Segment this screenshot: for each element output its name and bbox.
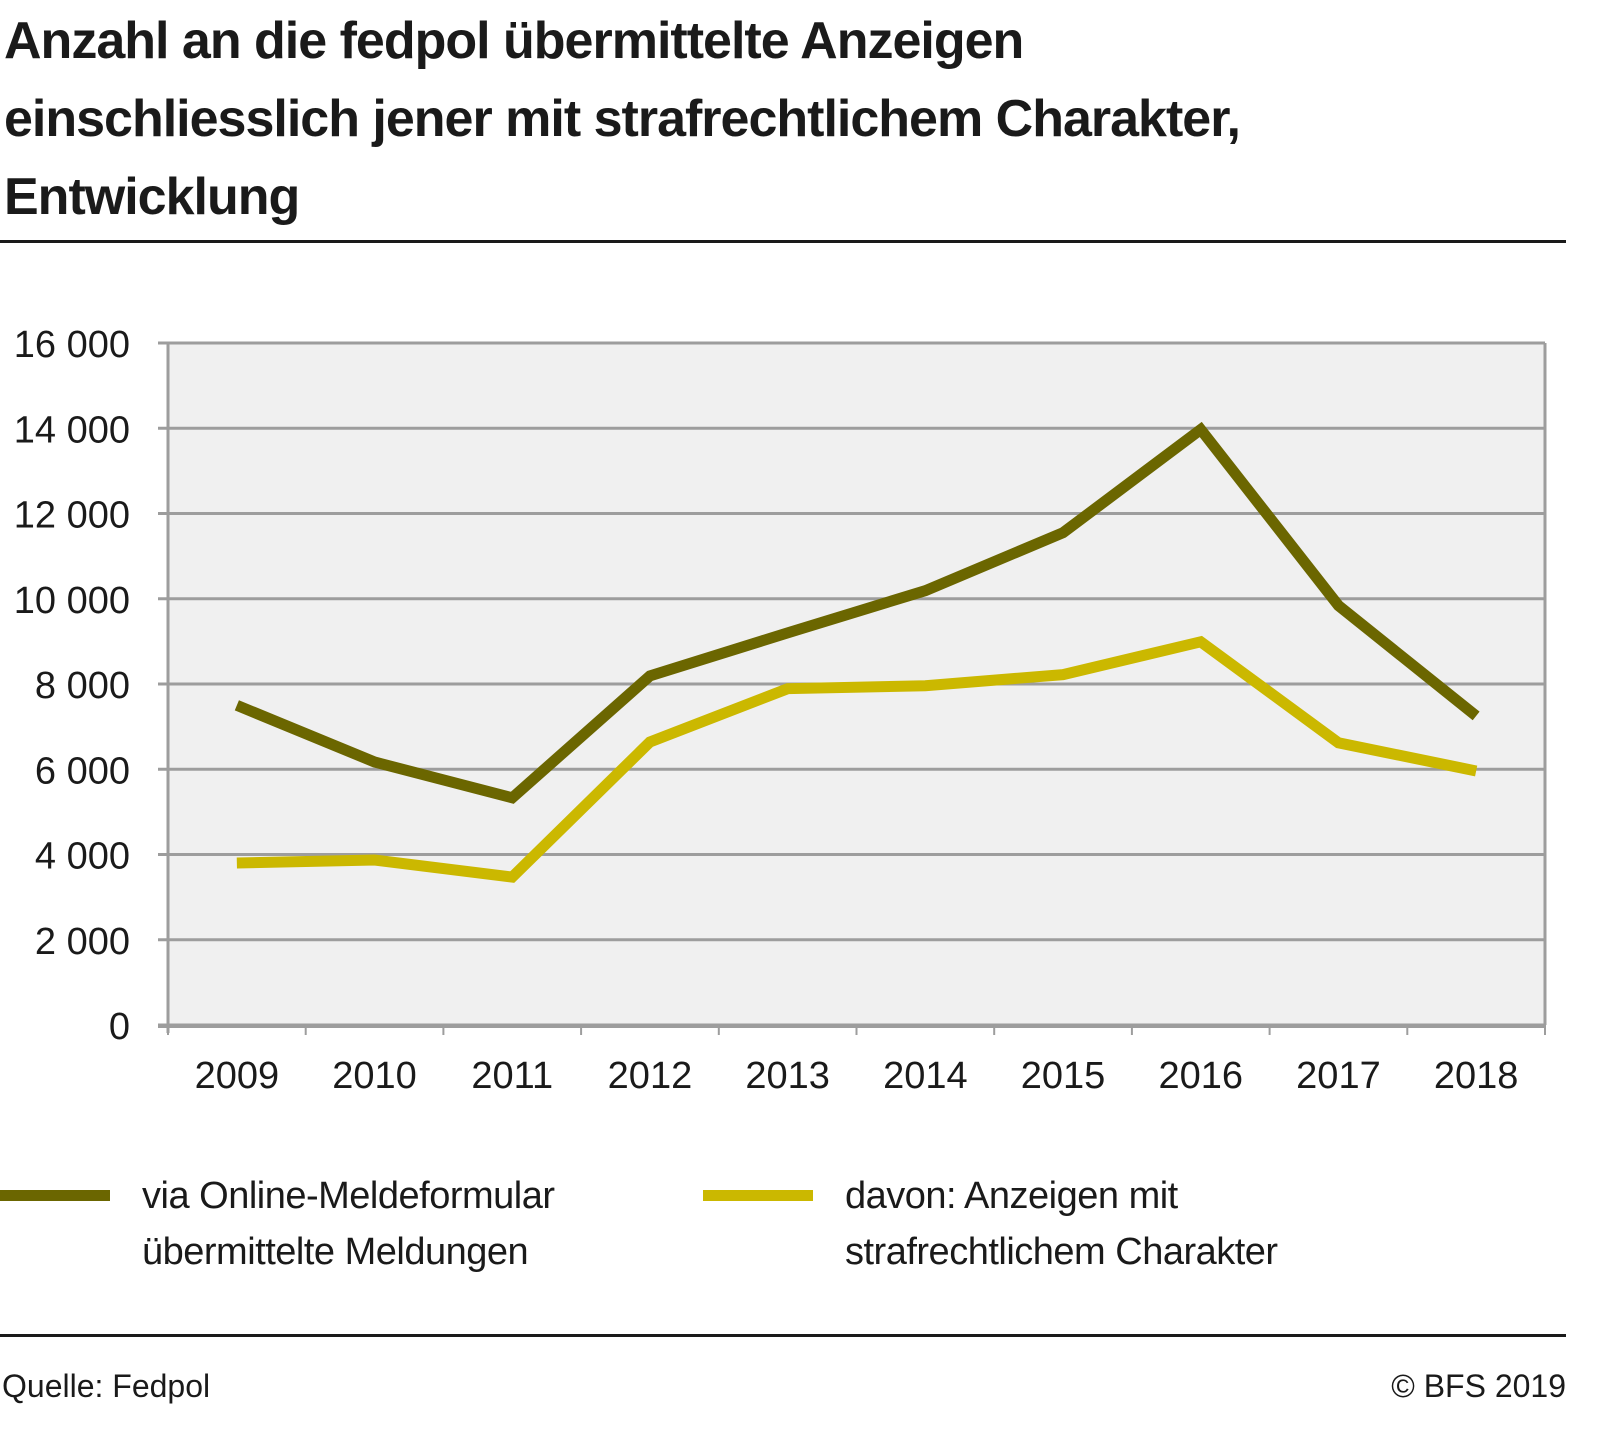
y-tick-label: 8 000 [35, 665, 130, 707]
copyright-note: © BFS 2019 [1391, 1368, 1566, 1404]
x-tick-label: 2009 [195, 1055, 280, 1097]
chart-title: Anzahl an die fedpol übermittelte Anzeig… [4, 2, 1564, 236]
y-tick-label: 4 000 [35, 836, 130, 878]
legend-label-online: via Online-Meldeformular übermittelte Me… [142, 1168, 555, 1280]
y-tick-label: 10 000 [14, 580, 130, 622]
x-tick-label: 2013 [745, 1055, 830, 1097]
series-line-0 [234, 421, 1480, 804]
legend-swatch-yellow [703, 1190, 813, 1201]
legend-swatch-dark [0, 1190, 110, 1201]
gridlines [158, 341, 1547, 1033]
x-tick-label: 2010 [332, 1055, 417, 1097]
x-axis-ticks: 2009 2010 2011 2012 2013 2014 2015 2016 2017 2018 [167, 1025, 1546, 1097]
x-tick-label: 2012 [608, 1055, 693, 1097]
y-tick-label: 16 000 [14, 324, 130, 366]
legend-label-line: via Online-Meldeformular [142, 1175, 555, 1217]
legend-label-line: strafrechtlichem Charakter [845, 1231, 1278, 1273]
legend: via Online-Meldeformular übermittelte Me… [0, 1168, 1566, 1288]
series-lines [234, 421, 1480, 883]
y-tick-label: 6 000 [35, 750, 130, 792]
source-note: Quelle: Fedpol [2, 1368, 211, 1404]
legend-label-criminal: davon: Anzeigen mit strafrechtlichem Cha… [845, 1168, 1278, 1280]
x-tick-label: 2018 [1434, 1055, 1519, 1097]
legend-item-online: via Online-Meldeformular übermittelte Me… [0, 1168, 555, 1280]
title-line-2: einschliesslich jener mit strafrechtlich… [4, 90, 1241, 148]
title-line-3: Entwicklung [4, 168, 300, 226]
y-tick-label: 0 [109, 1006, 130, 1048]
x-tick-label: 2017 [1296, 1055, 1381, 1097]
series-line-1 [236, 635, 1478, 883]
y-axis-ticks: 0 2 000 4 000 6 000 8 000 10 000 12 000 14 000 1… [14, 324, 130, 1048]
y-tick-label: 14 000 [14, 409, 130, 451]
title-divider [0, 240, 1566, 243]
x-tick-label: 2016 [1158, 1055, 1243, 1097]
legend-label-line: davon: Anzeigen mit [845, 1175, 1178, 1217]
y-tick-label: 2 000 [35, 921, 130, 963]
x-tick-label: 2014 [883, 1055, 968, 1097]
y-tick-label: 12 000 [14, 495, 130, 537]
footer-divider [0, 1334, 1566, 1337]
title-line-1: Anzahl an die fedpol übermittelte Anzeig… [4, 12, 1024, 70]
x-tick-label: 2015 [1021, 1055, 1106, 1097]
x-tick-label: 2011 [471, 1055, 553, 1097]
legend-label-line: übermittelte Meldungen [142, 1231, 529, 1273]
legend-item-criminal: davon: Anzeigen mit strafrechtlichem Cha… [703, 1168, 1278, 1280]
line-chart: 0 2 000 4 000 6 000 8 000 10 000 12 000 14 000 1… [14, 324, 1547, 1097]
